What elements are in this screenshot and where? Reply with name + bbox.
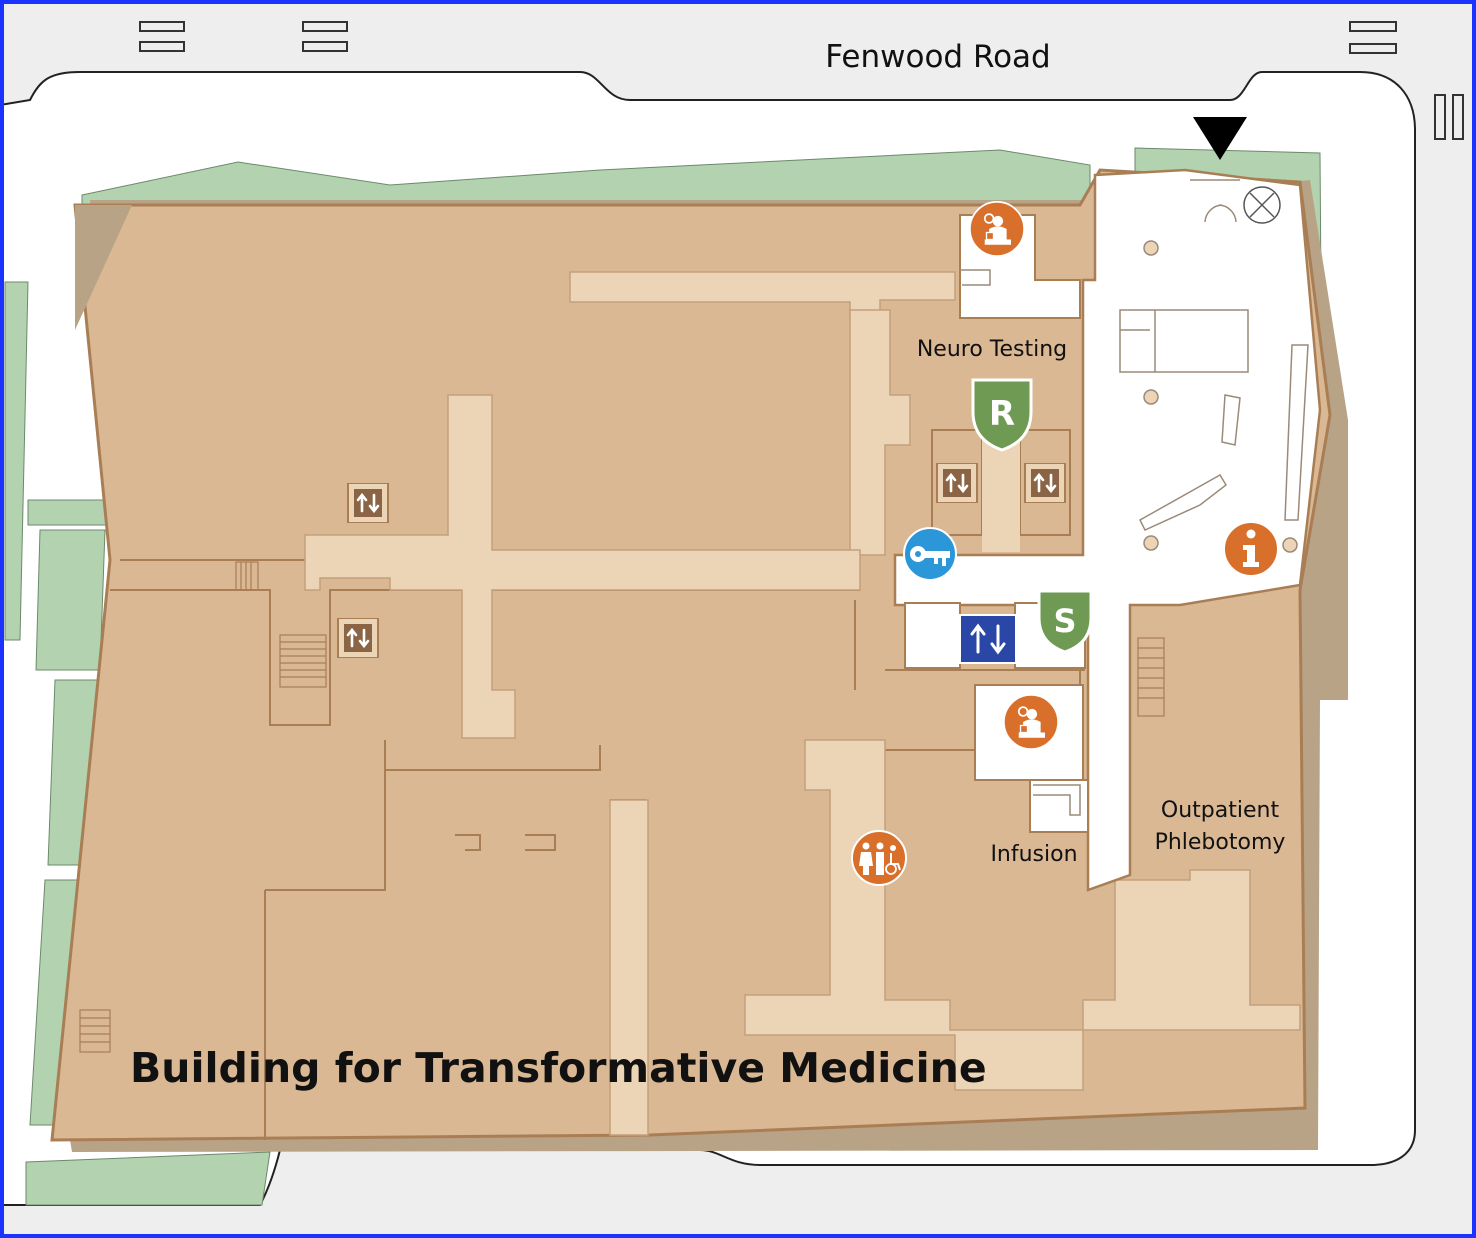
main-lobby xyxy=(893,168,1322,892)
key-icon[interactable] xyxy=(903,527,957,581)
phlebotomy-label: Phlebotomy xyxy=(1155,830,1286,855)
elevator-icon xyxy=(337,618,379,658)
elevator-icon xyxy=(959,614,1017,664)
lobby-fixtures xyxy=(960,179,1309,816)
info-icon[interactable] xyxy=(1223,521,1279,577)
lobby-columns xyxy=(1143,240,1298,553)
road-markings xyxy=(139,21,1464,140)
building-corner xyxy=(75,205,132,330)
elevator-icon xyxy=(347,483,389,523)
elevator-icon xyxy=(1024,463,1066,503)
infusion-label: Infusion xyxy=(990,842,1077,867)
restroom-icon[interactable] xyxy=(851,830,907,886)
waiting-area-icon[interactable] xyxy=(969,201,1025,257)
outpatient-label: Outpatient xyxy=(1161,798,1280,823)
r-shield-badge[interactable]: R xyxy=(971,378,1033,452)
svg-text:R: R xyxy=(989,394,1015,434)
elevator-corridor xyxy=(982,440,1020,552)
entrance-arrow-icon xyxy=(1193,117,1247,160)
s-shield-badge[interactable]: S xyxy=(1037,589,1093,654)
neuro-testing-label: Neuro Testing xyxy=(917,337,1067,362)
svg-text:S: S xyxy=(1053,602,1076,640)
street-label: Fenwood Road xyxy=(825,39,1050,75)
waiting-area-icon[interactable] xyxy=(1003,694,1059,750)
stairs-icon xyxy=(79,561,1165,1053)
corridors xyxy=(304,271,1301,1136)
service-rooms xyxy=(904,214,1089,833)
elevator-icon xyxy=(936,463,978,503)
vestibule-x-icon xyxy=(1243,186,1281,224)
building-label: Building for Transformative Medicine xyxy=(130,1044,987,1092)
